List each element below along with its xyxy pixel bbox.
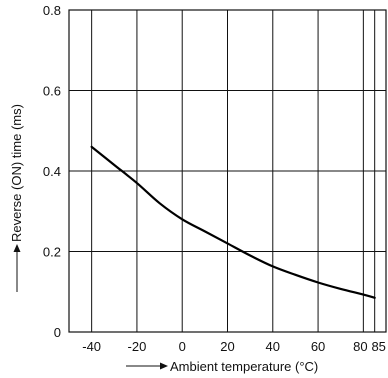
x-tick-label: 85	[371, 339, 385, 354]
plot-frame	[68, 9, 387, 333]
y-tick-label: 0.8	[43, 3, 61, 18]
y-axis-title-group: Reverse (ON) time (ms)	[9, 104, 24, 292]
x-tick-label: 60	[311, 339, 325, 354]
x-tick-label: 80	[353, 339, 367, 354]
x-tick-label: 0	[179, 339, 186, 354]
series-line	[90, 145, 376, 299]
y-axis-title: Reverse (ON) time (ms)	[9, 104, 24, 242]
x-axis-arrow-head	[160, 362, 168, 370]
x-axis-title-group: Ambient temperature (°C)	[126, 359, 318, 374]
y-tick-label: 0.6	[43, 84, 61, 99]
x-tick-label: 40	[266, 339, 280, 354]
x-tick-labels: -40 -20 0 20 40 60 80 85	[82, 339, 386, 354]
x-tick-label: -40	[82, 339, 101, 354]
y-tick-label: 0.4	[43, 164, 61, 179]
grid	[69, 9, 386, 333]
x-tick-label: -20	[128, 339, 147, 354]
y-tick-labels: 0 0.2 0.4 0.6 0.8	[43, 3, 61, 340]
x-axis-title: Ambient temperature (°C)	[170, 359, 318, 374]
series-layer	[90, 145, 376, 299]
x-tick-label: 20	[220, 339, 234, 354]
y-tick-label: 0.2	[43, 245, 61, 260]
y-tick-label: 0	[54, 325, 61, 340]
y-axis-arrow-head	[13, 244, 21, 252]
